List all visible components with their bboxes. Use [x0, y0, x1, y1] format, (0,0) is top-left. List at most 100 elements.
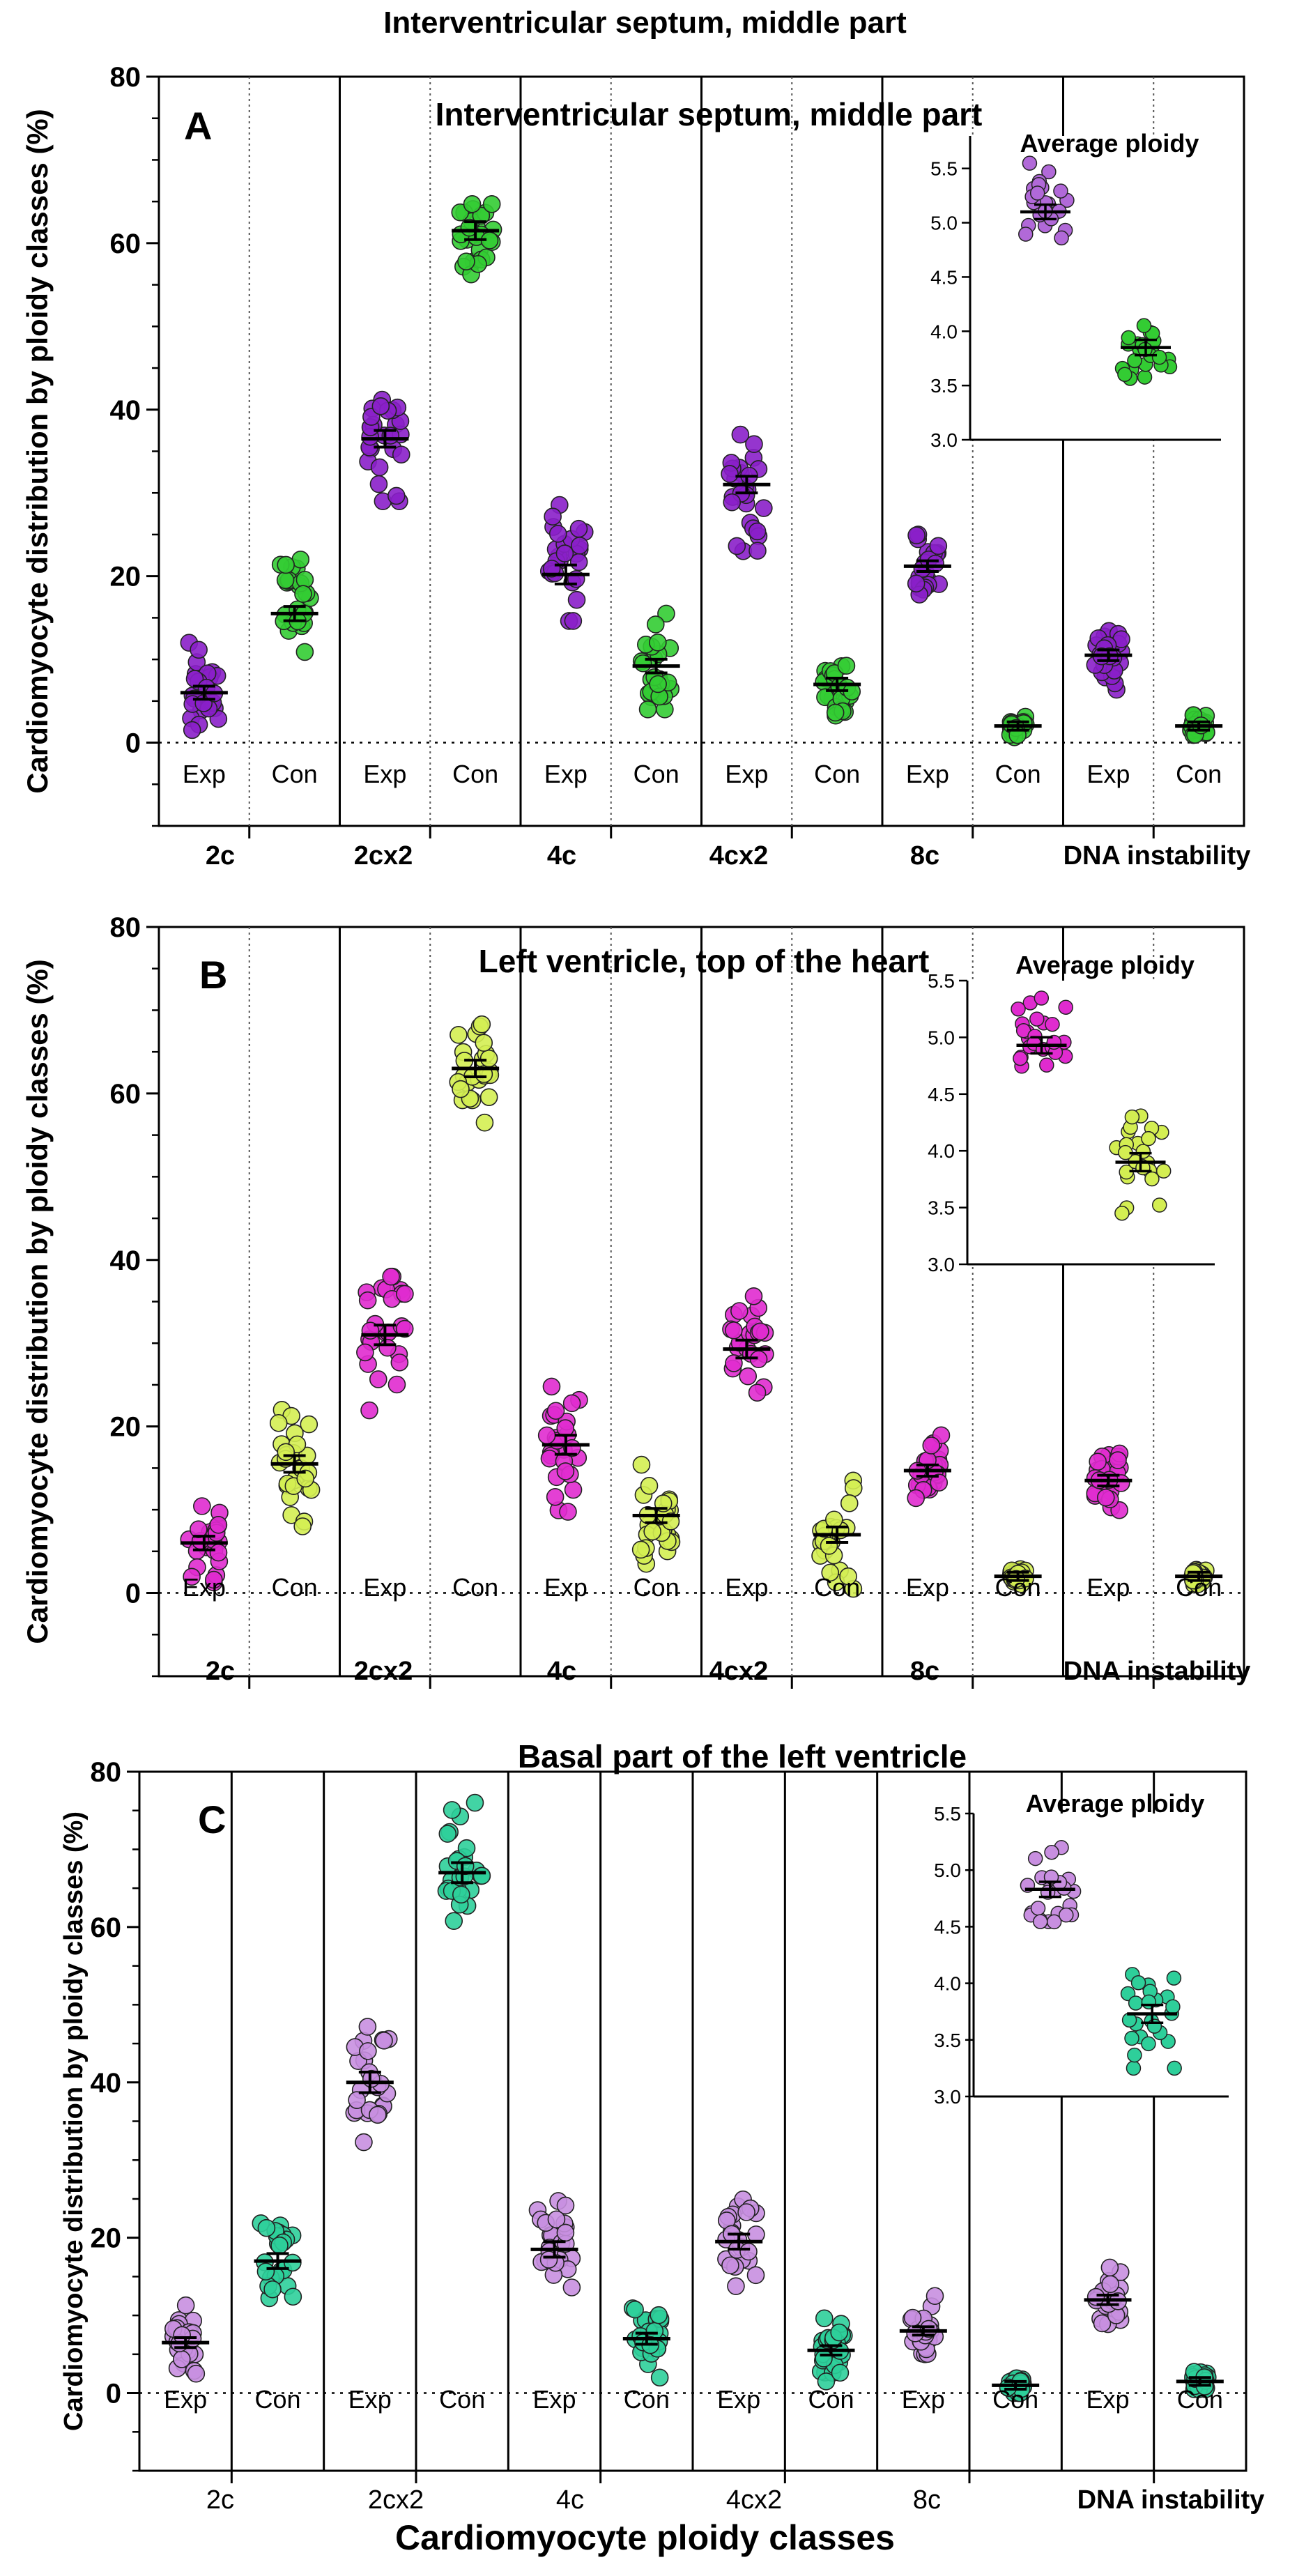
inset-title: Average ploidy	[1026, 1789, 1205, 1818]
group-label-con: Con	[452, 760, 498, 788]
panel-title: Left ventricle, top of the heart	[479, 943, 930, 979]
inset-data-point	[1127, 2047, 1142, 2063]
data-point	[556, 2196, 575, 2215]
x-category-label: 4cx2	[709, 841, 769, 871]
inset-y-tick-label: 3.0	[934, 2086, 961, 2108]
y-axis-label: Cardiomyocyte distribution by ploidy cla…	[21, 959, 54, 1644]
data-point	[837, 657, 856, 675]
y-tick-label: 0	[125, 728, 141, 759]
x-category-label: 2c	[206, 2485, 234, 2515]
inset-data-point	[1166, 1970, 1182, 1986]
panel-title: Basal part of the left ventricle	[518, 1738, 967, 1774]
data-point	[907, 526, 926, 544]
inset-data-point	[1128, 1995, 1144, 2011]
data-point	[387, 1375, 406, 1394]
data-point	[546, 1487, 565, 1506]
data-point	[820, 1537, 838, 1555]
inset-background	[974, 1814, 1229, 2096]
group-label-exp: Exp	[717, 2385, 760, 2414]
inset-background	[967, 981, 1215, 1264]
data-point	[638, 700, 657, 719]
x-category-label: 8c	[910, 1657, 939, 1686]
inset-y-tick-label: 4.0	[930, 321, 958, 342]
data-point	[748, 1383, 767, 1402]
data-point	[815, 2309, 834, 2328]
data-point	[390, 1354, 409, 1372]
data-point	[817, 2372, 836, 2391]
inset-data-point	[1146, 2018, 1162, 2034]
inset-title: Average ploidy	[1020, 129, 1199, 158]
y-tick-label: 80	[110, 62, 141, 93]
inset-data-point	[1137, 369, 1153, 385]
inset-data-point	[1053, 183, 1068, 199]
data-point	[556, 2223, 575, 2242]
x-category-label: 2cx2	[354, 841, 413, 871]
data-point	[355, 2133, 373, 2152]
inset-y-tick-label: 4.5	[930, 266, 958, 288]
data-point	[1100, 2258, 1119, 2277]
data-point	[922, 1436, 941, 1455]
data-point	[544, 507, 562, 526]
data-point	[723, 493, 742, 512]
inset-data-point	[1027, 1850, 1043, 1866]
group-label-exp: Exp	[363, 760, 406, 788]
data-point	[542, 1377, 561, 1396]
x-category-label: 2c	[206, 841, 235, 871]
inset-data-point	[1151, 349, 1167, 365]
data-point	[475, 1113, 494, 1132]
data-point	[649, 634, 667, 652]
group-label-con: Con	[992, 2385, 1038, 2414]
data-point	[1109, 1451, 1127, 1469]
group-label-con: Con	[1176, 1573, 1222, 1602]
data-point	[1086, 2287, 1105, 2306]
data-point	[650, 2368, 669, 2387]
panel-letter: A	[184, 104, 212, 148]
data-point	[755, 499, 773, 517]
inset-y-tick-label: 4.5	[934, 1916, 961, 1938]
data-point	[473, 1866, 491, 1885]
data-point	[564, 612, 583, 630]
group-label-con: Con	[808, 2385, 854, 2414]
inset-data-point	[1022, 155, 1038, 171]
data-point	[559, 1503, 577, 1521]
group-label-exp: Exp	[1086, 1573, 1130, 1602]
inset-y-tick-label: 5.5	[934, 1803, 961, 1825]
inset-data-point	[1029, 185, 1045, 201]
group-label-exp: Exp	[906, 1573, 949, 1602]
data-point	[657, 604, 675, 623]
inset-y-tick-label: 4.0	[934, 1973, 961, 1995]
group-label-exp: Exp	[544, 760, 588, 788]
data-point	[730, 1302, 748, 1320]
data-point	[831, 2363, 850, 2382]
group-label-exp: Exp	[348, 2385, 392, 2414]
data-point	[256, 2262, 275, 2280]
group-label-con: Con	[814, 1573, 860, 1602]
inset-data-point	[1114, 1205, 1130, 1221]
data-point	[751, 1322, 769, 1341]
data-point	[721, 465, 739, 483]
data-point	[269, 1413, 288, 1432]
data-point	[562, 1394, 581, 1413]
group-label-con: Con	[634, 1573, 679, 1602]
panel-title: Interventricular septum, middle part	[436, 96, 983, 132]
data-point	[555, 544, 574, 562]
data-point	[907, 574, 926, 593]
data-point	[356, 1343, 374, 1362]
inset-y-tick-label: 3.5	[934, 2030, 961, 2051]
data-point	[370, 458, 389, 477]
group-label-con: Con	[1176, 760, 1222, 788]
data-point	[1093, 2314, 1112, 2333]
inset-data-point	[1151, 1197, 1167, 1213]
data-point	[187, 2364, 206, 2383]
inset-data-point	[1124, 1109, 1140, 1125]
data-point	[209, 1543, 228, 1562]
data-point	[438, 1825, 457, 1843]
group-label-con: Con	[995, 760, 1041, 788]
inset-data-point	[1144, 1171, 1160, 1187]
group-label-exp: Exp	[183, 1573, 226, 1602]
x-category-label: 2cx2	[354, 1657, 413, 1686]
inset-y-tick-label: 3.5	[928, 1197, 955, 1219]
group-label-exp: Exp	[725, 760, 768, 788]
inset-y-tick-label: 5.0	[934, 1860, 961, 1881]
